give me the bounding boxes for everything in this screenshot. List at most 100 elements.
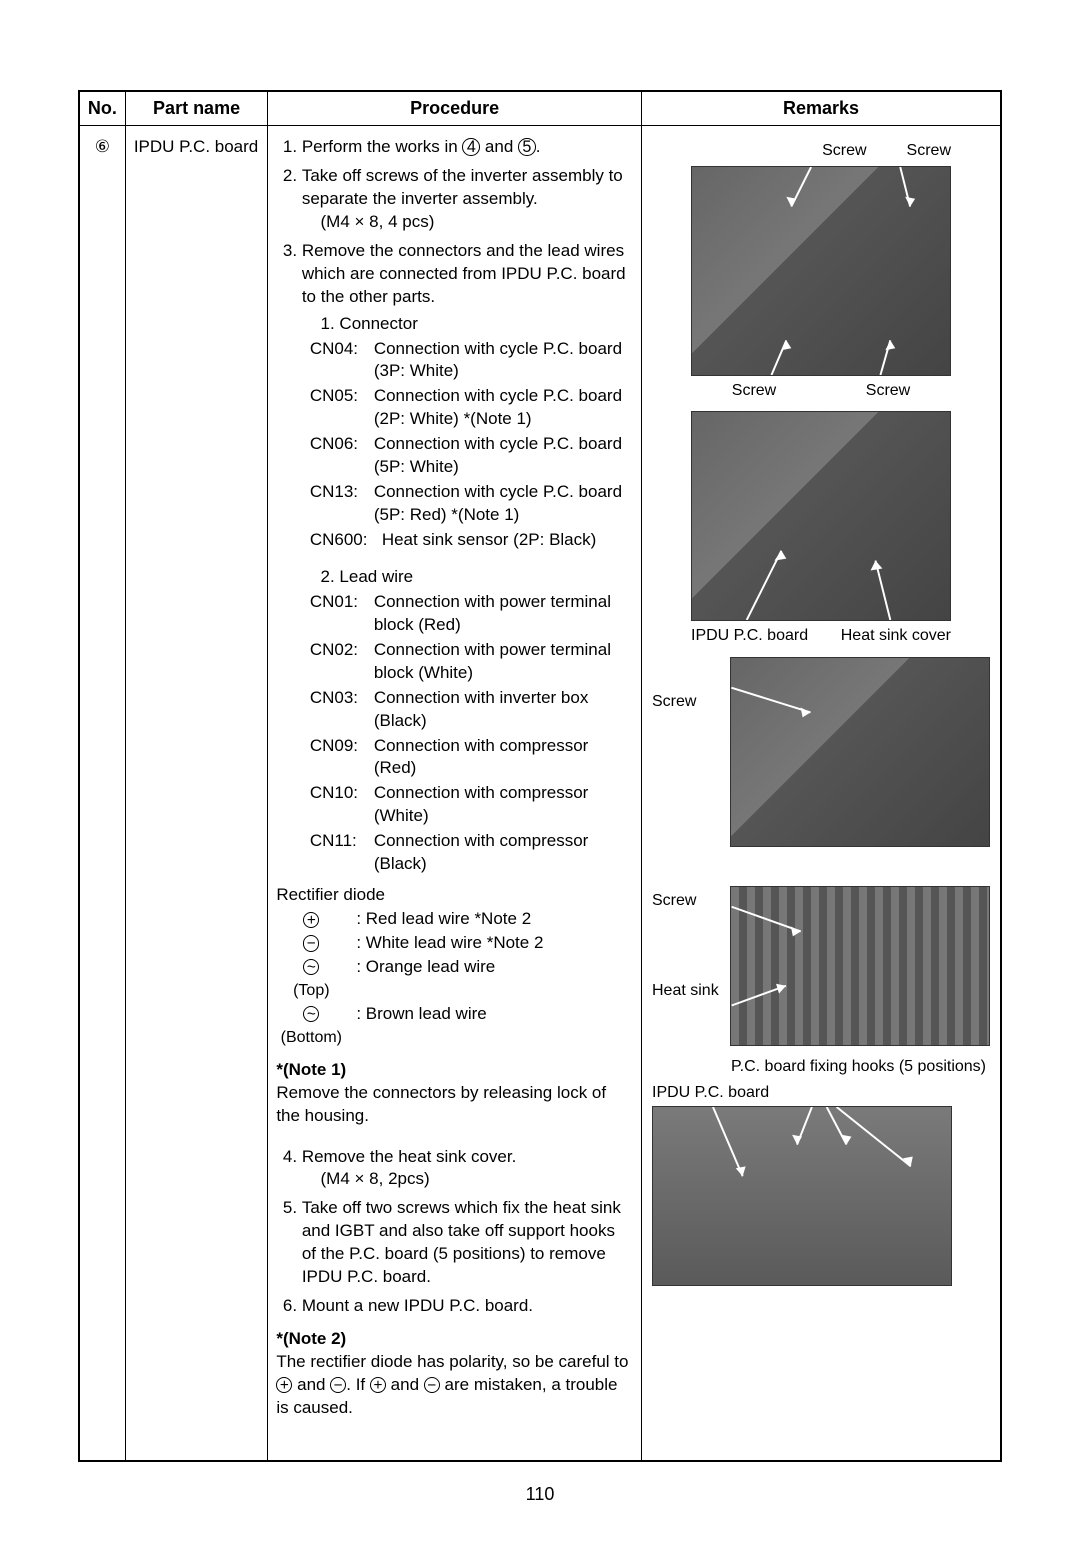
minus-icon-3: − <box>424 1377 440 1393</box>
th-no: No. <box>79 91 125 126</box>
rect-white: : White lead wire *Note 2 <box>346 932 633 955</box>
fig4-photo <box>652 1106 952 1286</box>
fig1-screw-top-b: Screw <box>907 140 951 162</box>
note-2-title: *(Note 2) <box>276 1328 633 1351</box>
step-6-line-1: Mount a new IPDU P.C. board. <box>302 1296 533 1315</box>
plus-icon-2: + <box>276 1377 292 1393</box>
step-4-line-1: Remove the heat sink cover. <box>302 1147 517 1166</box>
step-3: Remove the connectors and the lead wires… <box>302 240 633 876</box>
cn10-desc: Connection with compressor (White) <box>374 782 633 828</box>
note-2-mid2: . If <box>346 1375 370 1394</box>
rect-orange: : Orange lead wire <box>346 956 633 979</box>
sub-leadwire-title: 2. Lead wire <box>321 566 633 589</box>
fig3a-pointers <box>731 658 989 846</box>
cn05-desc: Connection with cycle P.C. board (2P: Wh… <box>374 385 633 431</box>
step-6: Mount a new IPDU P.C. board. <box>302 1295 633 1318</box>
fig2-cover-label: Heat sink cover <box>841 625 951 647</box>
fig2-photo <box>691 411 951 621</box>
step-4: Remove the heat sink cover. (M4 × 8, 2pc… <box>302 1146 633 1192</box>
cn600-id: CN600: <box>302 529 382 552</box>
plus-icon-3: + <box>370 1377 386 1393</box>
procedure-table: No. Part name Procedure Remarks ⑥ IPDU P… <box>78 90 1002 1462</box>
fig2-ipdu-label: IPDU P.C. board <box>691 625 808 647</box>
step-5-line-1: Take off two screws which fix the heat s… <box>302 1198 621 1286</box>
figure-3: Screw Screw Heat sink <box>652 657 990 1047</box>
cn11-desc: Connection with compressor (Black) <box>374 830 633 876</box>
figure-1: Screw Screw <box>652 140 990 401</box>
note-1-text: Remove the connectors by releasing lock … <box>276 1082 633 1128</box>
note-1-title: *(Note 1) <box>276 1059 633 1082</box>
fig4-hooks-label: P.C. board fixing hooks (5 positions) <box>656 1056 990 1078</box>
figure-2: IPDU P.C. board Heat sink cover <box>652 411 990 647</box>
minus-icon: − <box>303 935 319 951</box>
step-5: Take off two screws which fix the heat s… <box>302 1197 633 1289</box>
note-2-mid1: and <box>292 1375 330 1394</box>
th-part-name: Part name <box>125 91 268 126</box>
cn03-desc: Connection with inverter box (Black) <box>374 687 633 733</box>
note-2-pre: The rectifier diode has polarity, so be … <box>276 1352 628 1371</box>
step-1-prefix: Perform the works in <box>302 137 463 156</box>
minus-icon-2: − <box>330 1377 346 1393</box>
step-1-suffix: . <box>536 137 541 156</box>
fig3a-photo <box>730 657 990 847</box>
fig1-screw-top-a: Screw <box>822 140 866 162</box>
rect-top-label: (Top) <box>293 982 329 999</box>
tilde-top-icon: ~ <box>303 959 319 975</box>
plus-icon: + <box>303 912 319 928</box>
rect-brown: : Brown lead wire <box>346 1003 633 1026</box>
figure-4: P.C. board fixing hooks (5 positions) IP… <box>652 1056 990 1285</box>
step-4-line-2: (M4 × 8, 2pcs) <box>302 1168 633 1191</box>
page-container: No. Part name Procedure Remarks ⑥ IPDU P… <box>0 0 1080 1545</box>
cn11-id: CN11: <box>302 830 374 876</box>
step-2: Take off screws of the inverter assembly… <box>302 165 633 234</box>
cn03-id: CN03: <box>302 687 374 733</box>
fig1-screw-bot-a: Screw <box>732 380 776 402</box>
cn10-id: CN10: <box>302 782 374 828</box>
fig3-heatsink: Heat sink <box>652 980 724 1002</box>
cell-no: ⑥ <box>79 126 125 1461</box>
fig3b-photo <box>730 886 990 1046</box>
cell-part: IPDU P.C. board <box>125 126 268 1461</box>
fig4-ipdu-label: IPDU P.C. board <box>652 1082 990 1104</box>
cn04-id: CN04: <box>302 338 374 384</box>
step-2-line-1: Take off screws of the inverter assembly… <box>302 166 623 208</box>
fig1-screw-bot-b: Screw <box>866 380 910 402</box>
rect-red: : Red lead wire *Note 2 <box>346 908 633 931</box>
rect-bottom-label: (Bottom) <box>281 1029 342 1046</box>
note-2-mid3: and <box>386 1375 424 1394</box>
cn13-desc: Connection with cycle P.C. board (5P: Re… <box>374 481 633 527</box>
step-1-mid: and <box>480 137 518 156</box>
cell-procedure: Perform the works in 4 and 5. Take off s… <box>268 126 642 1461</box>
cn01-desc: Connection with power terminal block (Re… <box>374 591 633 637</box>
fig4-pointers <box>653 1107 951 1285</box>
circled-4-icon: 4 <box>462 138 480 156</box>
cn06-desc: Connection with cycle P.C. board (5P: Wh… <box>374 433 633 479</box>
th-procedure: Procedure <box>268 91 642 126</box>
step-1: Perform the works in 4 and 5. <box>302 136 633 159</box>
procedure-list-cont: Remove the heat sink cover. (M4 × 8, 2pc… <box>276 1146 633 1319</box>
cn02-desc: Connection with power terminal block (Wh… <box>374 639 633 685</box>
fig1-pointers <box>692 167 950 375</box>
cell-remarks: Screw Screw <box>642 126 1002 1461</box>
fig3-screw-2: Screw <box>652 890 724 912</box>
cn01-id: CN01: <box>302 591 374 637</box>
page-number: 110 <box>78 1484 1002 1505</box>
fig3b-pointers <box>731 887 989 1045</box>
fig3-screw-1: Screw <box>652 691 724 713</box>
sub-connector-title: 1. Connector <box>321 313 633 336</box>
cn06-id: CN06: <box>302 433 374 479</box>
cn04-desc: Connection with cycle P.C. board (3P: Wh… <box>374 338 633 384</box>
fig1-photo <box>691 166 951 376</box>
cn09-id: CN09: <box>302 735 374 781</box>
note-2-text: The rectifier diode has polarity, so be … <box>276 1351 633 1420</box>
cn600-desc: Heat sink sensor (2P: Black) <box>382 529 633 552</box>
cn09-desc: Connection with compressor (Red) <box>374 735 633 781</box>
fig2-pointers <box>692 412 950 620</box>
step-2-line-2: (M4 × 8, 4 pcs) <box>302 212 435 231</box>
th-remarks: Remarks <box>642 91 1002 126</box>
circled-5-icon: 5 <box>518 138 536 156</box>
tilde-bottom-icon: ~ <box>303 1006 319 1022</box>
cn02-id: CN02: <box>302 639 374 685</box>
cn13-id: CN13: <box>302 481 374 527</box>
cn05-id: CN05: <box>302 385 374 431</box>
